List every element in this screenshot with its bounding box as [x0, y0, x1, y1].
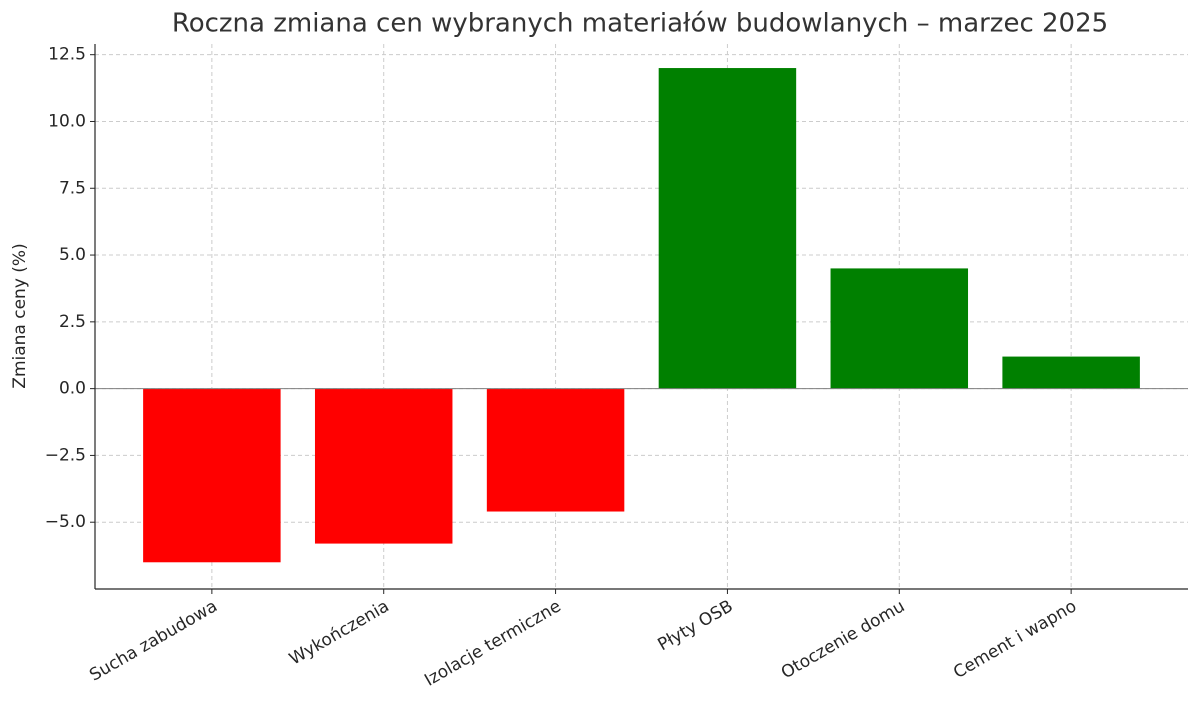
y-tick-label: 0.0: [59, 379, 86, 399]
y-tick-label: −5.0: [45, 512, 86, 532]
y-tick-label: 5.0: [59, 245, 86, 265]
y-axis-label: Zmiana ceny (%): [10, 243, 30, 388]
bar: [1002, 356, 1140, 389]
bar: [830, 268, 969, 389]
x-tick-label: Otoczenie domu: [778, 596, 908, 683]
bar: [314, 388, 453, 544]
chart-title: Roczna zmiana cen wybranych materiałów b…: [172, 9, 1108, 39]
y-tick-label: 10.0: [48, 111, 86, 131]
y-tick-label: 7.5: [59, 178, 86, 198]
x-tick-label: Sucha zabudowa: [86, 596, 221, 685]
x-tick-label: Cement i wapno: [950, 596, 1080, 683]
x-tick-label: Izolacje termiczne: [421, 596, 564, 690]
bar: [143, 388, 281, 563]
bar: [658, 68, 797, 389]
bar: [486, 388, 625, 512]
x-tick-label: Płyty OSB: [654, 596, 736, 655]
y-tick-label: −2.5: [45, 445, 86, 465]
x-tick-label: Wykończenia: [286, 596, 393, 669]
y-tick-label: 2.5: [59, 312, 86, 332]
y-tick-label: 12.5: [48, 45, 86, 65]
